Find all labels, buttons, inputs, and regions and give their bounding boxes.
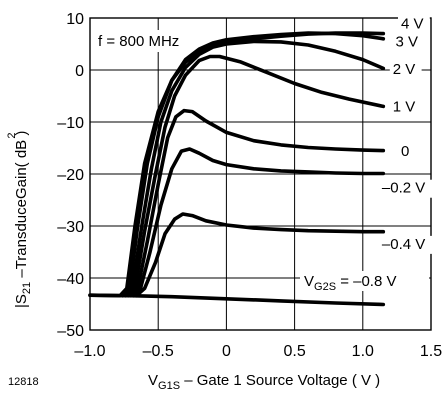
series-labels: 4 V 3 V 2 V 1 V 0 –0.2 V –0.4 V	[378, 15, 437, 254]
series-label-bg	[397, 15, 430, 34]
series-label-bg	[378, 235, 437, 254]
series-label-bg	[397, 142, 413, 161]
x-tick-label: 0	[222, 343, 231, 360]
series-label: –0.4 V	[382, 236, 425, 253]
tick-labels: –1.0 –0.5 0 0.5 1.0 1.5 10 0 –10 –20 –30 –40 –50	[57, 11, 442, 360]
y-tick-label: –30	[57, 219, 84, 236]
y-tick-label: –40	[57, 271, 84, 288]
series-line	[120, 31, 386, 298]
series-line	[131, 147, 386, 298]
series-label: 2 V	[393, 61, 416, 78]
y-tick-label: –20	[57, 167, 84, 184]
series-label: –0.2 V	[382, 180, 425, 197]
x-axis-label: VG1S – Gate 1 Source Voltage ( V )	[148, 372, 380, 392]
series-label: 4 V	[401, 15, 424, 32]
series-line	[123, 39, 386, 298]
series-param-bg	[300, 271, 429, 291]
y-tick-label: 0	[75, 63, 84, 80]
x-tick-label: –1.0	[74, 343, 105, 360]
x-tick-label: 0.5	[283, 343, 305, 360]
y-tick-label: –50	[57, 323, 84, 340]
series-line	[134, 212, 386, 298]
x-tick-label: –0.5	[143, 343, 174, 360]
series-group	[88, 31, 386, 307]
series-label-bg	[392, 33, 425, 52]
figure-id: 12818	[8, 376, 39, 388]
annotation-mask	[94, 30, 206, 52]
plot-frame	[89, 17, 432, 331]
series-label-bg	[389, 98, 422, 117]
series-label: 3 V	[396, 34, 419, 51]
x-tick-label: 1.5	[420, 343, 442, 360]
x-tick-label: 1.0	[352, 343, 374, 360]
series-label: 0	[401, 143, 409, 160]
y-tick-label: 10	[66, 11, 84, 28]
series-label-bg	[389, 61, 422, 80]
series-line	[129, 108, 386, 298]
series-label: 1 V	[393, 99, 416, 116]
series-line	[126, 54, 386, 298]
series-parameter-label: VG2S = –0.8 V	[304, 273, 397, 293]
series-line	[88, 293, 386, 307]
series-label-bg	[378, 179, 437, 198]
y-tick-label: –10	[57, 115, 84, 132]
frequency-annotation: f = 800 MHz	[98, 33, 179, 50]
y-axis-label: |S21 –TransduceGain( dB )2	[6, 131, 33, 308]
